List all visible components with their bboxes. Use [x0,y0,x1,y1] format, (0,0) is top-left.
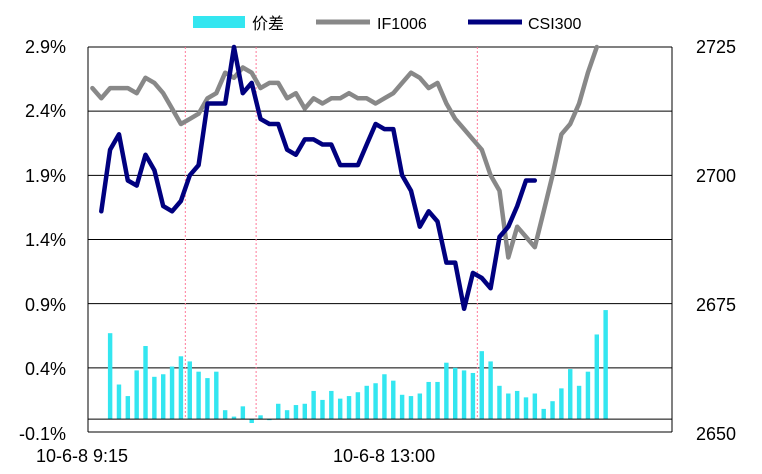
spread-bar [603,310,608,420]
spread-bar [514,390,520,420]
spread-bar [302,403,307,420]
legend-label-spread: 价差 [252,15,284,33]
spread-bar [373,383,378,420]
spread-bar [205,378,210,420]
spread-bar [576,385,582,420]
spread-bar [391,380,396,420]
spread-bar [399,394,405,420]
spread-bar [161,374,166,420]
legend-label-csi300: CSI300 [528,16,581,33]
y-left-tick-label: 1.9% [25,166,66,186]
if1006-line [90,44,600,260]
y-left-tick-label: -0.1% [19,424,66,444]
spread-bar [116,384,122,420]
legend-item-spread: 价差 [193,15,284,33]
spread-bar [568,369,573,420]
right-axis-ticks: 2725 2700 2675 2650 [696,37,736,444]
spread-bar [222,410,228,420]
spread-bar [276,403,281,420]
spread-bar [550,401,555,420]
spread-bar [541,408,546,420]
legend-item-if1006: IF1006 [316,16,427,33]
y-right-tick-label: 2725 [696,37,736,57]
spread-bar [329,390,334,420]
csi300-line [99,44,538,312]
y-right-tick-label: 2675 [696,295,736,315]
y-left-tick-label: 2.9% [25,37,66,57]
spread-bar [125,396,131,420]
x-tick-label: 10-6-8 9:15 [36,446,128,466]
spread-bar [461,370,467,420]
spread-bar [382,374,387,420]
spread-bar [594,334,599,420]
y-left-tick-label: 0.9% [25,295,66,315]
legend-label-if1006: IF1006 [377,16,427,33]
spread-bar [435,381,440,420]
spread-bar [320,399,325,420]
spread-bar [107,333,113,420]
spread-bars [107,310,608,424]
spread-bar [426,381,431,420]
spread-bar [364,385,369,420]
spread-bar [152,376,157,420]
spread-bar [506,393,511,420]
spread-bar [559,388,564,420]
spread-bar [417,393,423,420]
y-right-tick-label: 2700 [696,166,736,186]
axes [87,47,673,433]
legend-swatch-spread [193,16,245,28]
spread-bar [444,362,449,420]
spread-bar [488,361,493,420]
spread-bar [532,393,538,420]
spread-bar [408,396,414,420]
spread-bar [293,405,299,420]
spread-bar [240,406,246,420]
spread-bar [585,371,591,420]
spread-bar [479,351,484,420]
spread-bar [470,372,476,420]
spread-bar [196,371,201,420]
spread-bar [178,356,184,420]
y-right-tick-label: 2650 [696,424,736,444]
x-tick-label: 10-6-8 13:00 [333,446,435,466]
x-axis-ticks: 10-6-8 9:15 10-6-8 13:00 [36,446,435,466]
y-left-tick-label: 0.4% [25,359,66,379]
left-axis-ticks: 2.9% 2.4% 1.9% 1.4% 0.9% 0.4% -0.1% [19,37,66,444]
spread-bar [284,410,290,420]
spread-bar [337,398,343,420]
y-left-tick-label: 1.4% [25,230,66,250]
legend-item-csi300: CSI300 [468,16,581,33]
spread-bar [497,385,502,420]
spread-bar [214,371,219,420]
spread-bar [169,366,175,420]
spread-bar [453,367,458,420]
spread-bar [134,370,139,420]
spread-bar [355,392,361,420]
spread-bar [249,419,254,424]
spread-bar [143,346,148,420]
spread-bar [311,390,316,420]
spread-bar [523,397,529,420]
spread-bar [346,396,352,420]
spread-bar [187,361,192,420]
spread-bar [231,416,237,420]
vertical-dashed-lines [184,47,478,419]
legend: 价差 IF1006 CSI300 [193,15,581,33]
spread-bar [258,415,263,420]
y-left-tick-label: 2.4% [25,101,66,121]
series-lines [90,44,600,312]
